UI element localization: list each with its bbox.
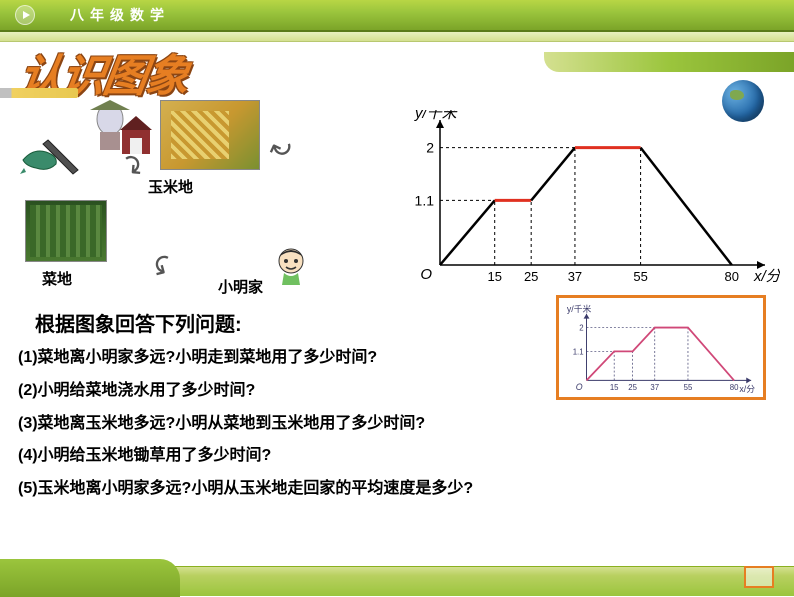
header-bar: 八年级 数学 xyxy=(0,0,794,32)
vegetable-field-image xyxy=(25,200,107,262)
question-5: (5)玉米地离小明家多远?小明从玉米地走回家的平均速度是多少? xyxy=(18,479,776,500)
question-4: (4)小明给玉米地锄草用了多少时间? xyxy=(18,446,776,467)
svg-text:25: 25 xyxy=(524,269,538,284)
question-list: (1)菜地离小明家多远?小明走到菜地用了多少时间? (2)小明给菜地浇水用了多少… xyxy=(18,348,776,512)
header-subject: 数学 xyxy=(130,5,170,25)
boy-icon xyxy=(270,245,312,287)
header-grade: 八年级 xyxy=(70,5,130,25)
svg-text:1.1: 1.1 xyxy=(415,192,435,208)
svg-text:2: 2 xyxy=(426,140,434,156)
svg-text:80: 80 xyxy=(725,269,739,284)
question-1: (1)菜地离小明家多远?小明走到菜地用了多少时间? xyxy=(18,348,776,369)
svg-text:y/千米: y/千米 xyxy=(567,303,592,314)
veg-label: 菜地 xyxy=(42,268,72,289)
corn-label: 玉米地 xyxy=(148,176,193,197)
footer-bar xyxy=(0,566,794,596)
svg-text:15: 15 xyxy=(487,269,501,284)
home-label: 小明家 xyxy=(218,276,263,297)
svg-text:55: 55 xyxy=(633,269,647,284)
corn-field-image xyxy=(160,100,260,170)
pencil-icon xyxy=(0,88,78,98)
arrow-icon: ↷ xyxy=(263,127,296,166)
decor-band xyxy=(544,52,794,72)
question-3: (3)菜地离玉米地多远?小明从菜地到玉米地用了多少时间? xyxy=(18,414,776,435)
svg-text:y/千米: y/千米 xyxy=(414,110,459,122)
home-image xyxy=(90,100,152,156)
svg-text:O: O xyxy=(420,266,432,283)
question-2: (2)小明给菜地浇水用了多少时间? xyxy=(18,381,776,402)
cycle-diagram: 玉米地 菜地 小明家 ↷ ↷ ↶ xyxy=(90,100,320,290)
play-icon xyxy=(15,5,35,25)
svg-text:2: 2 xyxy=(579,324,583,333)
page-number-box xyxy=(744,566,774,588)
hand-pen-icon xyxy=(18,130,88,178)
svg-text:37: 37 xyxy=(568,269,582,284)
main-chart: Oy/千米 x/分 1.1 2 15 25 37 55 80 xyxy=(390,110,780,290)
arrow-icon: ↶ xyxy=(144,248,184,285)
svg-text:x/分: x/分 xyxy=(753,268,780,285)
question-prompt: 根据图象回答下列问题: xyxy=(35,308,242,337)
